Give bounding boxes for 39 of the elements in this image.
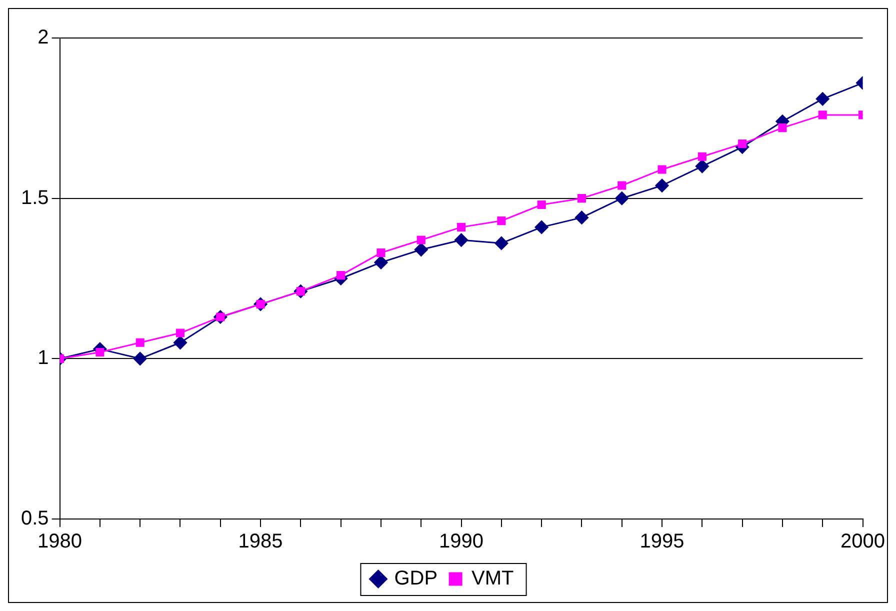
point <box>456 222 466 232</box>
point <box>577 194 586 203</box>
x-tick-label: 1995 <box>640 530 684 553</box>
point <box>176 328 185 338</box>
point <box>615 192 629 206</box>
point <box>454 233 468 247</box>
y-tick-label: 0.5 <box>20 508 49 530</box>
point <box>336 271 346 280</box>
point <box>173 336 187 350</box>
point <box>574 210 588 224</box>
x-tick-label: 2000 <box>840 530 886 553</box>
point <box>416 236 426 244</box>
point <box>618 181 626 190</box>
y-tick-label: 1.5 <box>20 186 49 209</box>
point <box>133 352 147 366</box>
point <box>534 220 548 234</box>
point <box>655 178 669 192</box>
point <box>494 236 508 250</box>
point <box>695 160 709 174</box>
point <box>414 242 428 256</box>
point <box>376 248 386 258</box>
point <box>658 165 666 174</box>
point <box>497 216 506 226</box>
legend-label: VMT <box>472 568 514 590</box>
point <box>778 124 787 132</box>
y-tick-label: 1 <box>38 347 49 370</box>
point <box>738 140 747 148</box>
point <box>537 200 546 210</box>
point <box>816 92 830 106</box>
point <box>698 152 706 161</box>
point <box>374 256 388 270</box>
point <box>96 348 104 357</box>
point <box>136 338 144 347</box>
x-tick-label: 1985 <box>238 530 283 553</box>
y-tick-label: 2 <box>38 26 49 49</box>
point <box>818 110 827 120</box>
x-tick-label: 1980 <box>38 530 82 553</box>
legend-label: GDP <box>394 568 438 590</box>
x-tick-label: 1990 <box>439 530 484 553</box>
